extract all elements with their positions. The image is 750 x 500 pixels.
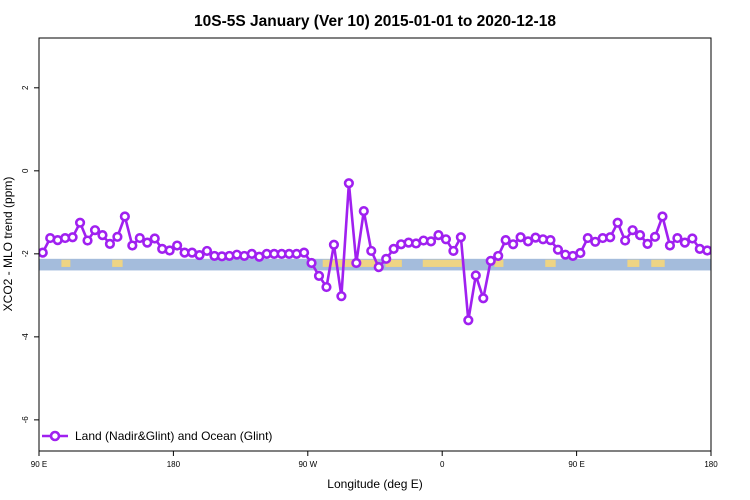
land-segment [651, 259, 665, 267]
chart-title: 10S-5S January (Ver 10) 2015-01-01 to 20… [194, 13, 556, 30]
data-point [149, 233, 160, 244]
land-segment [385, 259, 402, 267]
x-tick-label: 180 [704, 460, 718, 469]
data-point [336, 291, 347, 302]
data-point [172, 240, 183, 251]
data-point [575, 247, 586, 259]
data-point [97, 230, 108, 241]
data-point [358, 205, 369, 217]
series-layer [39, 178, 711, 326]
data-point [381, 253, 392, 264]
data-point [545, 235, 556, 246]
y-axis: 2 0 -2 -4 -6 [21, 85, 39, 423]
data-point [440, 234, 452, 245]
y-tick-label: -2 [21, 250, 30, 258]
y-tick-label: -6 [21, 416, 30, 424]
data-point [470, 270, 481, 281]
data-point [104, 238, 116, 249]
x-tick-label: 180 [167, 460, 181, 469]
data-point [39, 247, 48, 258]
data-point [455, 232, 466, 243]
data-point [500, 235, 511, 246]
data-point [82, 235, 93, 246]
data-point [194, 249, 205, 261]
data-point [74, 217, 86, 228]
legend-entry-label: Land (Nadir&Glint) and Ocean (Glint) [75, 429, 272, 443]
data-point [366, 245, 377, 257]
data-point [298, 247, 310, 258]
y-tick-label: -4 [21, 333, 30, 341]
data-point [373, 262, 384, 273]
data-point [478, 293, 489, 304]
data-point [164, 245, 175, 256]
data-point [328, 239, 340, 250]
legend: Land (Nadir&Glint) and Ocean (Glint) [42, 429, 272, 443]
data-point [642, 238, 653, 249]
data-point [201, 245, 213, 257]
land-segment [61, 259, 71, 267]
data-point [425, 236, 437, 247]
land-segment [627, 259, 640, 267]
data-point [321, 281, 332, 293]
data-point [634, 230, 646, 241]
data-point [679, 237, 690, 248]
data-point [134, 232, 145, 244]
legend-marker-swatch [49, 430, 61, 442]
plot-frame [38, 37, 712, 452]
data-point [515, 232, 526, 243]
x-tick-label: 0 [440, 460, 445, 469]
x-tick-label: 90 W [298, 460, 317, 469]
data-point [620, 235, 631, 246]
data-point [664, 240, 676, 251]
land-segment [494, 259, 504, 267]
y-tick-label: 2 [21, 85, 30, 90]
data-point [89, 225, 101, 236]
land-segment [112, 259, 123, 267]
data-point [313, 270, 325, 281]
x-tick-label: 90 E [31, 460, 47, 469]
data-point [448, 245, 459, 257]
x-axis: 90 E 180 90 W 0 90 E 180 [31, 451, 718, 469]
x-axis-label: Longitude (deg E) [327, 477, 422, 491]
data-point [119, 211, 130, 222]
data-point [463, 315, 474, 326]
data-point [112, 231, 123, 242]
data-point [612, 217, 623, 228]
data-point [433, 230, 444, 241]
data-point [351, 257, 362, 269]
data-point [687, 233, 698, 244]
y-tick-label: 0 [21, 168, 30, 173]
land-segment [322, 259, 378, 267]
land-segment [545, 259, 556, 267]
land-segment [422, 259, 462, 267]
data-point [127, 240, 138, 251]
data-point [388, 243, 399, 254]
data-point [605, 232, 616, 243]
data-point [493, 250, 504, 262]
x-tick-label: 90 E [568, 460, 584, 469]
data-point [649, 231, 661, 242]
data-point [590, 236, 601, 247]
data-point [142, 237, 153, 248]
data-point [627, 225, 638, 236]
y-axis-label: XCO2 - MLO trend (ppm) [1, 177, 15, 312]
data-point [306, 257, 317, 269]
data-point [657, 211, 668, 222]
data-point [522, 236, 534, 247]
data-point [343, 178, 354, 189]
data-point [672, 232, 683, 244]
data-point [67, 232, 78, 243]
data-point [508, 239, 519, 250]
data-point [702, 245, 711, 256]
data-point [582, 232, 593, 244]
data-point [485, 255, 496, 266]
data-point [552, 244, 564, 255]
